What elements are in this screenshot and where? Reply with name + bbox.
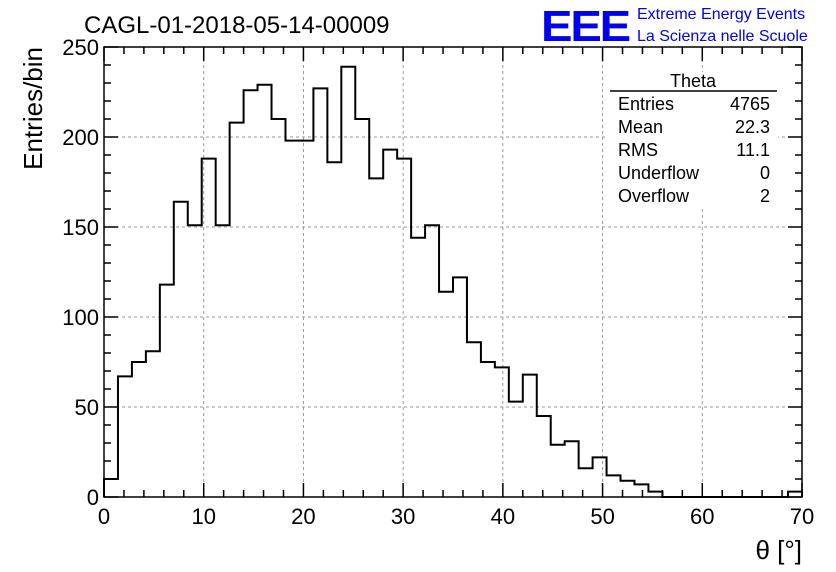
y-tick-label: 0	[87, 485, 99, 510]
x-tick-label: 20	[291, 504, 315, 529]
histogram-series	[103, 65, 803, 498]
stats-title: Theta	[670, 71, 717, 91]
stats-label-overflow: Overflow	[618, 186, 690, 206]
y-tick-label: 50	[75, 395, 99, 420]
plot-frame	[103, 46, 803, 498]
brand-line-1: Extreme Energy Events	[637, 6, 805, 23]
stats-box: Theta Entries 4765 Mean 22.3 RMS 11.1 Un…	[608, 71, 778, 207]
stats-label-underflow: Underflow	[618, 163, 700, 183]
stats-value-overflow: 2	[760, 186, 770, 206]
x-axis-label: θ [°]	[755, 535, 802, 565]
stats-label-rms: RMS	[618, 140, 658, 160]
stats-label-entries: Entries	[618, 94, 674, 114]
x-tick-label: 10	[191, 504, 215, 529]
x-tick-label: 70	[790, 504, 814, 529]
x-tick-label: 50	[590, 504, 614, 529]
stats-label-mean: Mean	[618, 117, 663, 137]
stats-box-background	[608, 72, 778, 207]
x-tick-labels: 0 10 20 30 40 50 60 70	[98, 504, 814, 529]
y-tick-label: 250	[62, 35, 99, 60]
brand-line-2: La Scienza nelle Scuole	[637, 28, 808, 45]
y-tick-label: 100	[62, 305, 99, 330]
stats-value-entries: 4765	[730, 94, 770, 114]
stats-value-underflow: 0	[760, 163, 770, 183]
x-tick-label: 30	[391, 504, 415, 529]
stats-value-rms: 11.1	[736, 140, 770, 160]
y-axis-label: Entries/bin	[18, 47, 48, 170]
x-tick-label: 60	[690, 504, 714, 529]
y-tick-labels: 0 50 100 150 200 250	[62, 35, 99, 510]
stats-value-mean: 22.3	[735, 117, 770, 137]
chart-title: CAGL-01-2018-05-14-00009	[84, 12, 390, 39]
grid-lines	[104, 47, 802, 497]
y-tick-label: 150	[62, 215, 99, 240]
eee-logo: EEE	[541, 2, 630, 51]
y-tick-label: 200	[62, 125, 99, 150]
x-tick-label: 40	[491, 504, 515, 529]
x-tick-label: 0	[98, 504, 110, 529]
